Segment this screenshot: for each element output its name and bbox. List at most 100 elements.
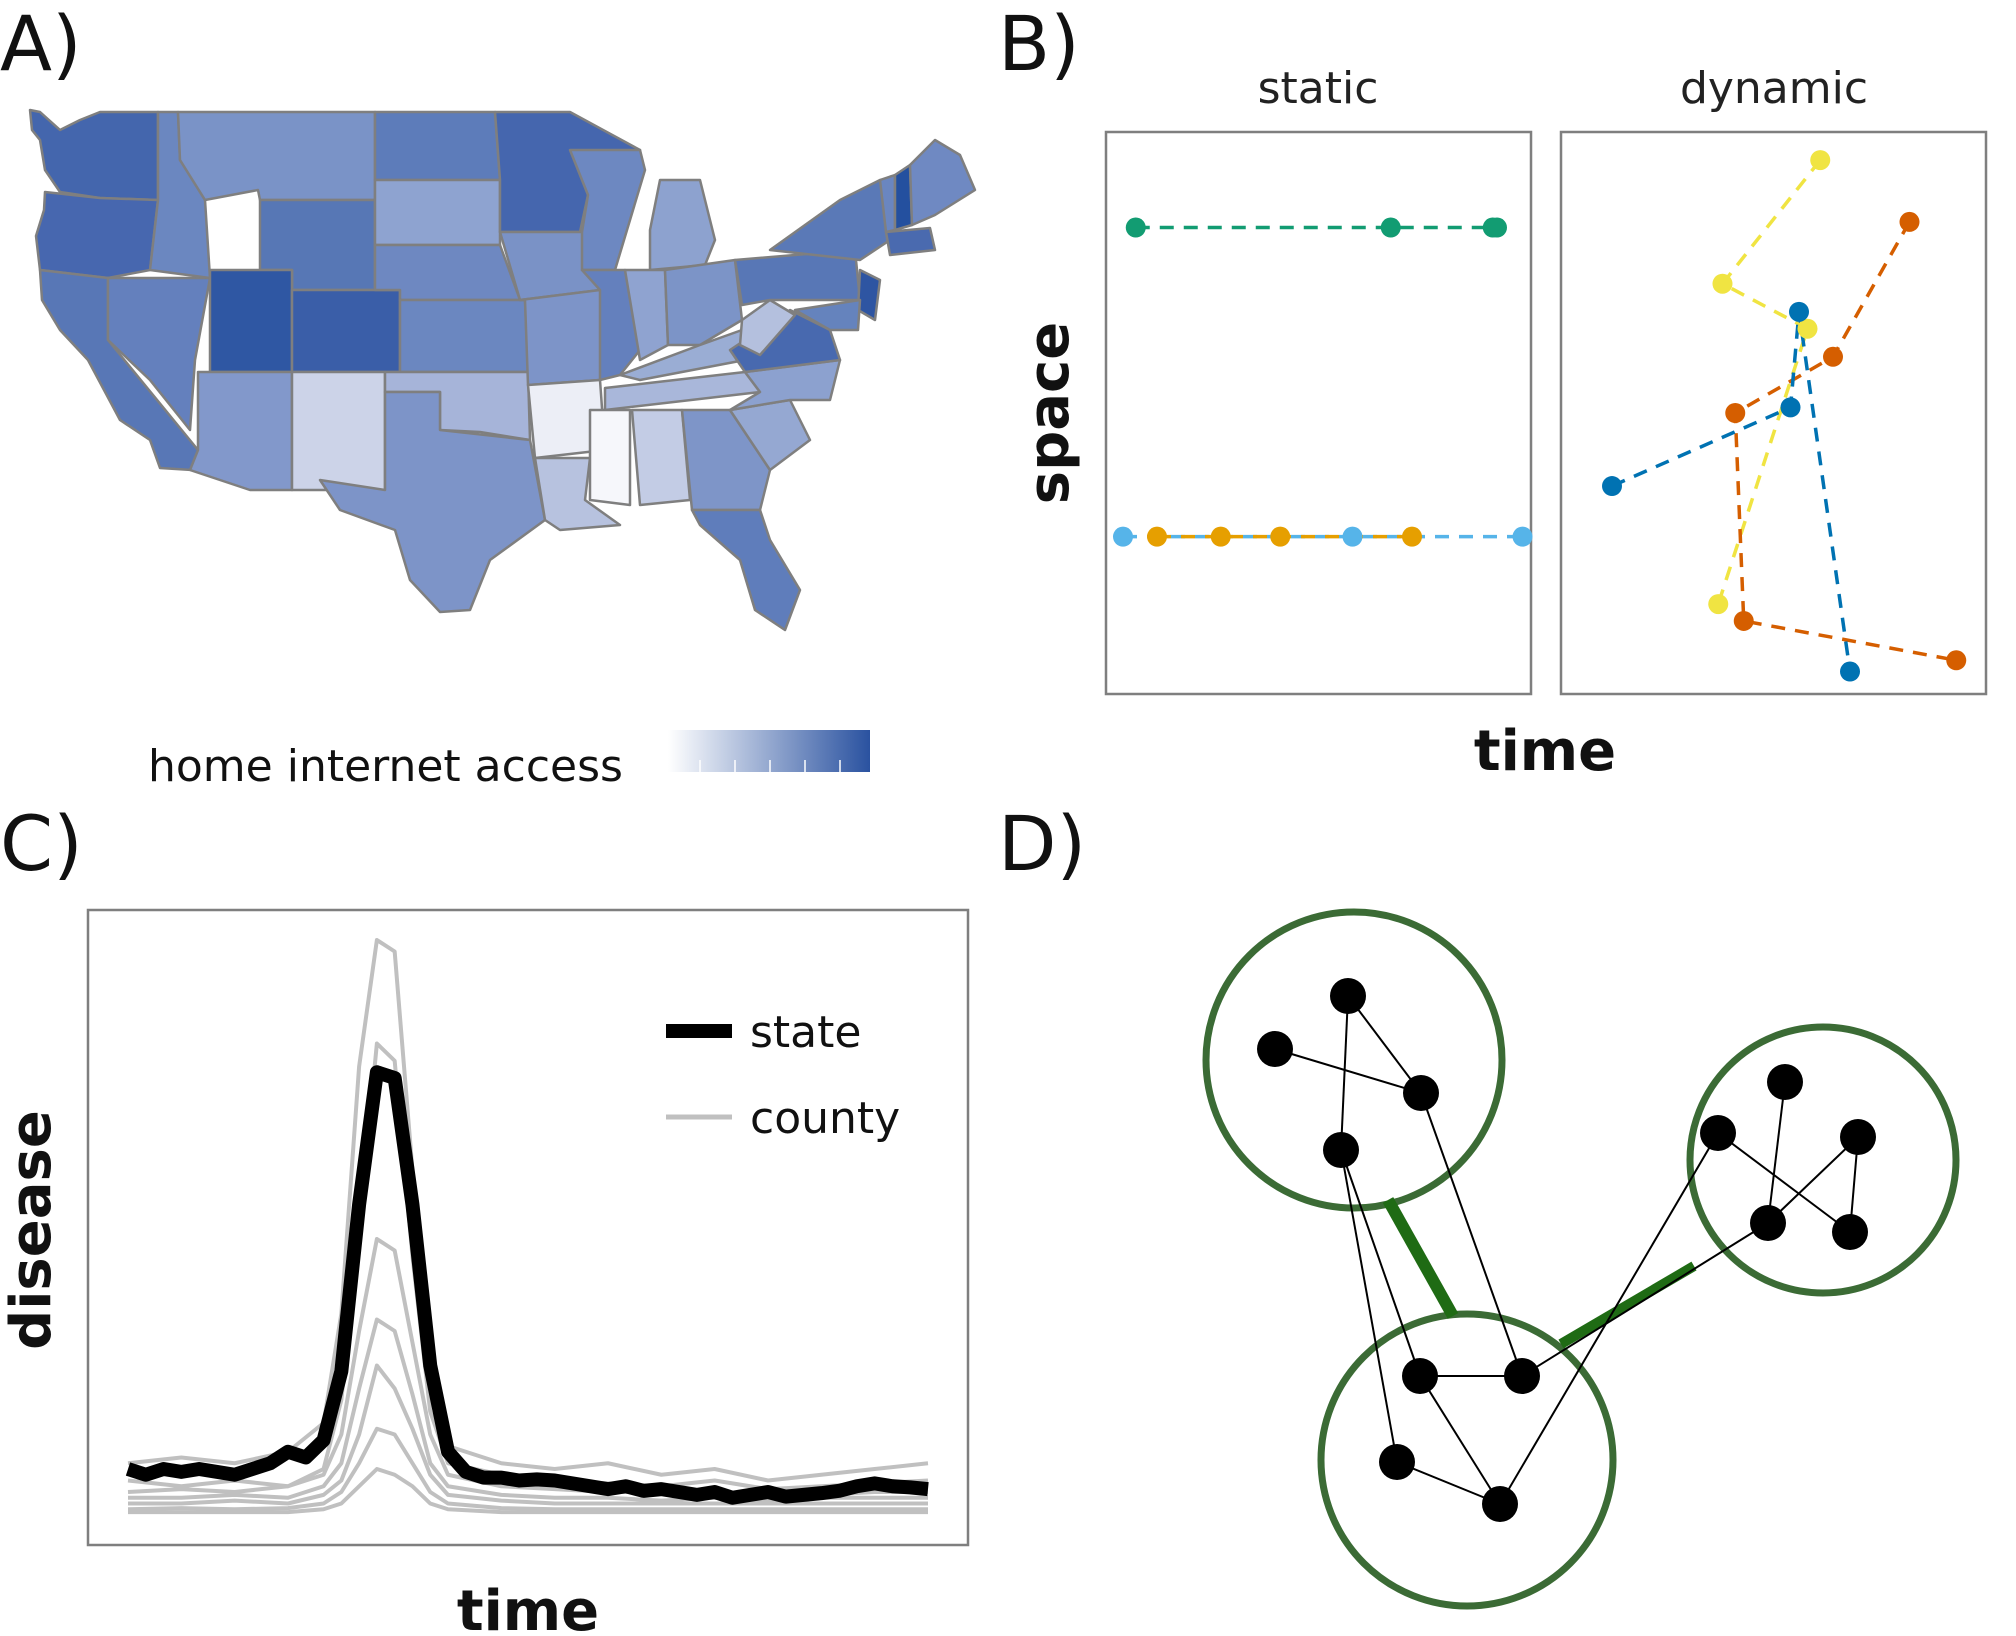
dynamic-point — [1899, 211, 1920, 232]
panel-c-y-axis-title: disease — [0, 1110, 64, 1350]
bridge-edge-top-left-bottom — [1382, 1197, 1459, 1319]
state-north-dakota — [373, 110, 502, 182]
network-node — [1767, 1064, 1803, 1100]
us-choropleth-map — [28, 108, 977, 632]
static-point — [1125, 217, 1146, 238]
network-node — [1379, 1444, 1415, 1480]
static-point — [1342, 526, 1363, 547]
state-west-virginia — [738, 298, 797, 357]
facet-static-frame — [1104, 130, 1533, 696]
state-maine — [908, 138, 977, 227]
static-point — [1270, 526, 1291, 547]
panel-b-letter: B) — [998, 0, 1080, 88]
panel-c: C) state county time disease — [0, 799, 970, 1636]
dynamic-point — [1733, 610, 1754, 631]
static-point — [1487, 217, 1507, 238]
panel-a-letter: A) — [0, 0, 82, 88]
network-node — [1504, 1358, 1540, 1394]
network-node — [1323, 1132, 1359, 1168]
county-line — [127, 1426, 928, 1512]
facet-dynamic-marks — [1602, 150, 1967, 682]
panel-c-x-axis-title: time — [457, 1579, 599, 1636]
dynamic-series-line-2 — [1611, 311, 1852, 672]
panel-c-letter: C) — [0, 799, 83, 888]
state-texas — [318, 390, 547, 614]
dynamic-point — [1602, 476, 1622, 497]
state-line — [125, 1065, 929, 1505]
cluster-circle-right — [1686, 1023, 1960, 1297]
static-point — [1210, 526, 1231, 547]
state-montana — [176, 110, 377, 202]
state-oregon — [34, 190, 160, 280]
state-new-jersey — [856, 268, 882, 322]
network-node — [1750, 1205, 1786, 1241]
panel-a: A) — [0, 0, 977, 792]
panel-b-y-axis-title: space — [1017, 322, 1082, 504]
static-point — [1512, 526, 1533, 547]
network-node — [1402, 1358, 1438, 1394]
panel-d-letter: D) — [998, 799, 1086, 888]
state-arizona — [188, 370, 294, 492]
state-georgia — [680, 408, 772, 512]
state-washington — [28, 108, 160, 202]
panel-b-x-axis-title: time — [1474, 719, 1616, 784]
facet-static-marks — [1113, 217, 1533, 547]
legend-state-label: state — [750, 1007, 861, 1058]
map-legend-ticks — [699, 760, 841, 772]
bridge-edge-right-bottom — [1558, 1261, 1697, 1349]
state-maryland — [793, 298, 862, 332]
map-legend-colorbar — [668, 730, 870, 772]
state-south-dakota — [373, 178, 502, 247]
dynamic-point — [1780, 397, 1801, 418]
network-node — [1403, 1075, 1439, 1111]
panel-c-legend: state county — [666, 1007, 900, 1144]
dynamic-point — [1797, 318, 1818, 339]
county-line — [128, 1467, 928, 1515]
county-line — [128, 1363, 928, 1506]
state-ohio — [663, 258, 744, 347]
state-mississippi — [588, 408, 632, 507]
dynamic-point — [1840, 661, 1860, 682]
facet-title-dynamic: dynamic — [1680, 63, 1868, 114]
static-point — [1380, 217, 1401, 238]
state-alabama — [630, 408, 692, 507]
county-line — [127, 1237, 928, 1497]
dynamic-point — [1946, 650, 1967, 671]
network-node — [1832, 1214, 1868, 1250]
static-point — [1147, 526, 1167, 547]
state-kansas — [398, 298, 530, 374]
network-node — [1840, 1119, 1876, 1155]
cluster-circle-bottom — [1317, 1310, 1617, 1610]
dynamic-series-line-1 — [1733, 221, 1957, 663]
state-michigan — [648, 178, 717, 272]
static-point — [1113, 526, 1133, 547]
dynamic-point — [1708, 594, 1729, 615]
dynamic-point — [1712, 273, 1733, 294]
state-new-mexico — [290, 370, 387, 492]
facet-title-static: static — [1258, 63, 1379, 114]
dynamic-point — [1789, 301, 1809, 322]
network-node — [1700, 1115, 1736, 1151]
panel-c-lines — [125, 938, 929, 1515]
panel-c-frame — [86, 908, 970, 1547]
state-utah — [208, 268, 294, 374]
cluster-circle-top-left — [1202, 908, 1506, 1212]
network-edges — [1274, 995, 1859, 1505]
network-node — [1330, 978, 1366, 1014]
panel-d: D) — [998, 799, 1960, 1610]
state-colorado — [290, 288, 402, 374]
network-node — [1257, 1031, 1293, 1067]
state-florida — [690, 508, 802, 632]
dynamic-point — [1823, 346, 1843, 367]
dynamic-point — [1810, 150, 1831, 171]
panel-b: B) static dynamic time space — [998, 0, 1988, 784]
dynamic-series-line-0 — [1716, 159, 1822, 605]
legend-county-label: county — [750, 1093, 900, 1144]
dynamic-point — [1725, 403, 1746, 423]
map-legend-title: home internet access — [148, 741, 623, 792]
facet-dynamic-frame — [1559, 130, 1988, 696]
state-massachusetts — [884, 226, 937, 257]
static-point — [1402, 526, 1422, 547]
state-new-york — [768, 178, 892, 262]
